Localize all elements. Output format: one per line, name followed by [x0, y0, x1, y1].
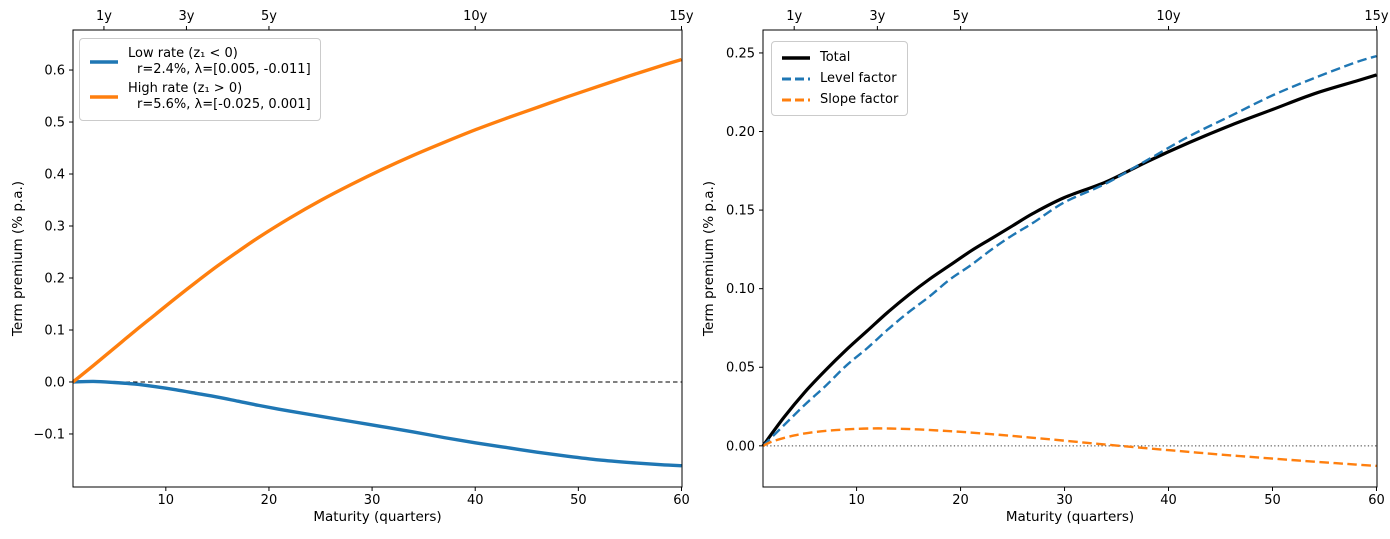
- left-chart-x-tick-label: 20: [261, 493, 278, 508]
- right-chart-x-tick-label: 20: [952, 493, 969, 508]
- right-chart-y-tick-label: 0.20: [726, 125, 755, 140]
- right-chart-x-tick-label: 30: [1056, 493, 1073, 508]
- left-chart-top-tick-label: 10y: [463, 9, 488, 24]
- left-chart-x-tick-label: 10: [158, 493, 175, 508]
- left-chart-top-tick-label: 3y: [178, 9, 194, 24]
- legend-right: Total Level factor Slope factor: [771, 41, 909, 116]
- legend-label-level-factor: Level factor: [820, 71, 897, 86]
- right-chart-y-tick-label: 0.15: [726, 204, 755, 219]
- slope-factor-line-swatch: [782, 98, 810, 101]
- left-chart-y-tick-label: 0.2: [44, 271, 65, 286]
- left-chart-top-tick-label: 1y: [96, 9, 112, 24]
- right-chart-y-axis-title: Term premium (% p.a.): [701, 181, 717, 337]
- high-rate-line-swatch: [90, 95, 118, 99]
- right-chart-y-tick-label: 0.00: [726, 439, 755, 454]
- right-chart-top-tick-label: 3y: [869, 9, 885, 24]
- left-chart-x-axis-title: Maturity (quarters): [313, 509, 441, 525]
- legend-entry-slope-factor: Slope factor: [781, 90, 898, 109]
- right-chart-plot-border: [762, 29, 1378, 488]
- right-chart-x-tick-label: 60: [1368, 493, 1385, 508]
- legend-label-slope-factor: Slope factor: [820, 92, 899, 107]
- right-chart-x-tick-label: 10: [848, 493, 865, 508]
- total-line-swatch: [782, 55, 810, 60]
- right-chart-top-tick-label: 15y: [1364, 9, 1389, 24]
- right-chart: 10 20 30 40 50 60 0.00 0.05 0.10 0.15 0.20 0.25 1y 3y…: [701, 9, 1389, 525]
- left-chart-y-tick-label: 0.3: [44, 220, 65, 235]
- level-factor-line-swatch: [782, 77, 810, 80]
- left-chart-y-axis-title: Term premium (% p.a.): [10, 181, 26, 337]
- left-chart-x-tick-label: 30: [364, 493, 381, 508]
- left-chart-x-tick-label: 50: [570, 493, 587, 508]
- left-chart-curve-high-rate: [71, 58, 682, 384]
- right-chart-x-tick-label: 40: [1160, 493, 1177, 508]
- right-chart-y-tick-label: 0.05: [726, 361, 755, 376]
- right-chart-curve-level-factor: [762, 54, 1377, 447]
- right-chart-top-tick-label: 10y: [1156, 9, 1181, 24]
- legend-entry-high-rate: High rate (z₁ > 0) r=5.6%, λ=[-0.025, 0.…: [89, 81, 311, 113]
- left-chart-plot-border: [72, 29, 683, 488]
- left-chart-top-tick-label: 15y: [669, 9, 694, 24]
- left-chart-x-tick-label: 40: [467, 493, 484, 508]
- right-chart-curve-slope-factor: [762, 427, 1377, 468]
- right-chart-top-tick-label: 1y: [786, 9, 802, 24]
- right-chart-curve-total: [761, 73, 1377, 447]
- legend-entry-low-rate: Low rate (z₁ < 0) r=2.4%, λ=[0.005, -0.0…: [89, 46, 311, 78]
- legend-sublabel-low-rate: r=2.4%, λ=[0.005, -0.011]: [137, 62, 311, 77]
- low-rate-line-swatch: [90, 60, 118, 64]
- right-chart-y-tick-label: 0.25: [726, 46, 755, 61]
- legend-label-high-rate: High rate (z₁ > 0): [128, 81, 243, 96]
- left-chart-y-tick-label: 0.4: [44, 168, 65, 183]
- left-chart-y-tick-label: 0.6: [44, 64, 65, 79]
- left-chart-y-tick-label: 0.1: [44, 323, 65, 338]
- legend-sublabel-high-rate: r=5.6%, λ=[-0.025, 0.001]: [137, 97, 311, 112]
- left-chart: 10 20 30 40 50 60 −0.1 0.0 0.1 0.2 0.3 0.4 0.5 0.6 1y 3…: [10, 9, 694, 525]
- right-chart-y-tick-label: 0.10: [726, 282, 755, 297]
- legend-entry-level-factor: Level factor: [781, 69, 898, 88]
- left-chart-curve-low-rate: [72, 379, 682, 468]
- legend-label-low-rate: Low rate (z₁ < 0): [128, 46, 238, 61]
- left-chart-y-tick-label: 0.5: [44, 116, 65, 131]
- legend-label-block: Low rate (z₁ < 0) r=2.4%, λ=[0.005, -0.0…: [128, 46, 311, 78]
- legend-label-block: High rate (z₁ > 0) r=5.6%, λ=[-0.025, 0.…: [128, 81, 311, 113]
- right-chart-x-tick-label: 50: [1264, 493, 1281, 508]
- legend-label-total: Total: [820, 50, 851, 65]
- left-chart-y-tick-label: −0.1: [33, 427, 65, 442]
- right-chart-top-tick-label: 5y: [953, 9, 969, 24]
- legend-left: Low rate (z₁ < 0) r=2.4%, λ=[0.005, -0.0…: [79, 38, 321, 121]
- left-chart-y-tick-label: 0.0: [44, 375, 65, 390]
- left-chart-x-tick-label: 60: [673, 493, 690, 508]
- right-chart-x-axis-title: Maturity (quarters): [1006, 509, 1134, 525]
- left-chart-top-tick-label: 5y: [261, 9, 277, 24]
- legend-entry-total: Total: [781, 48, 898, 67]
